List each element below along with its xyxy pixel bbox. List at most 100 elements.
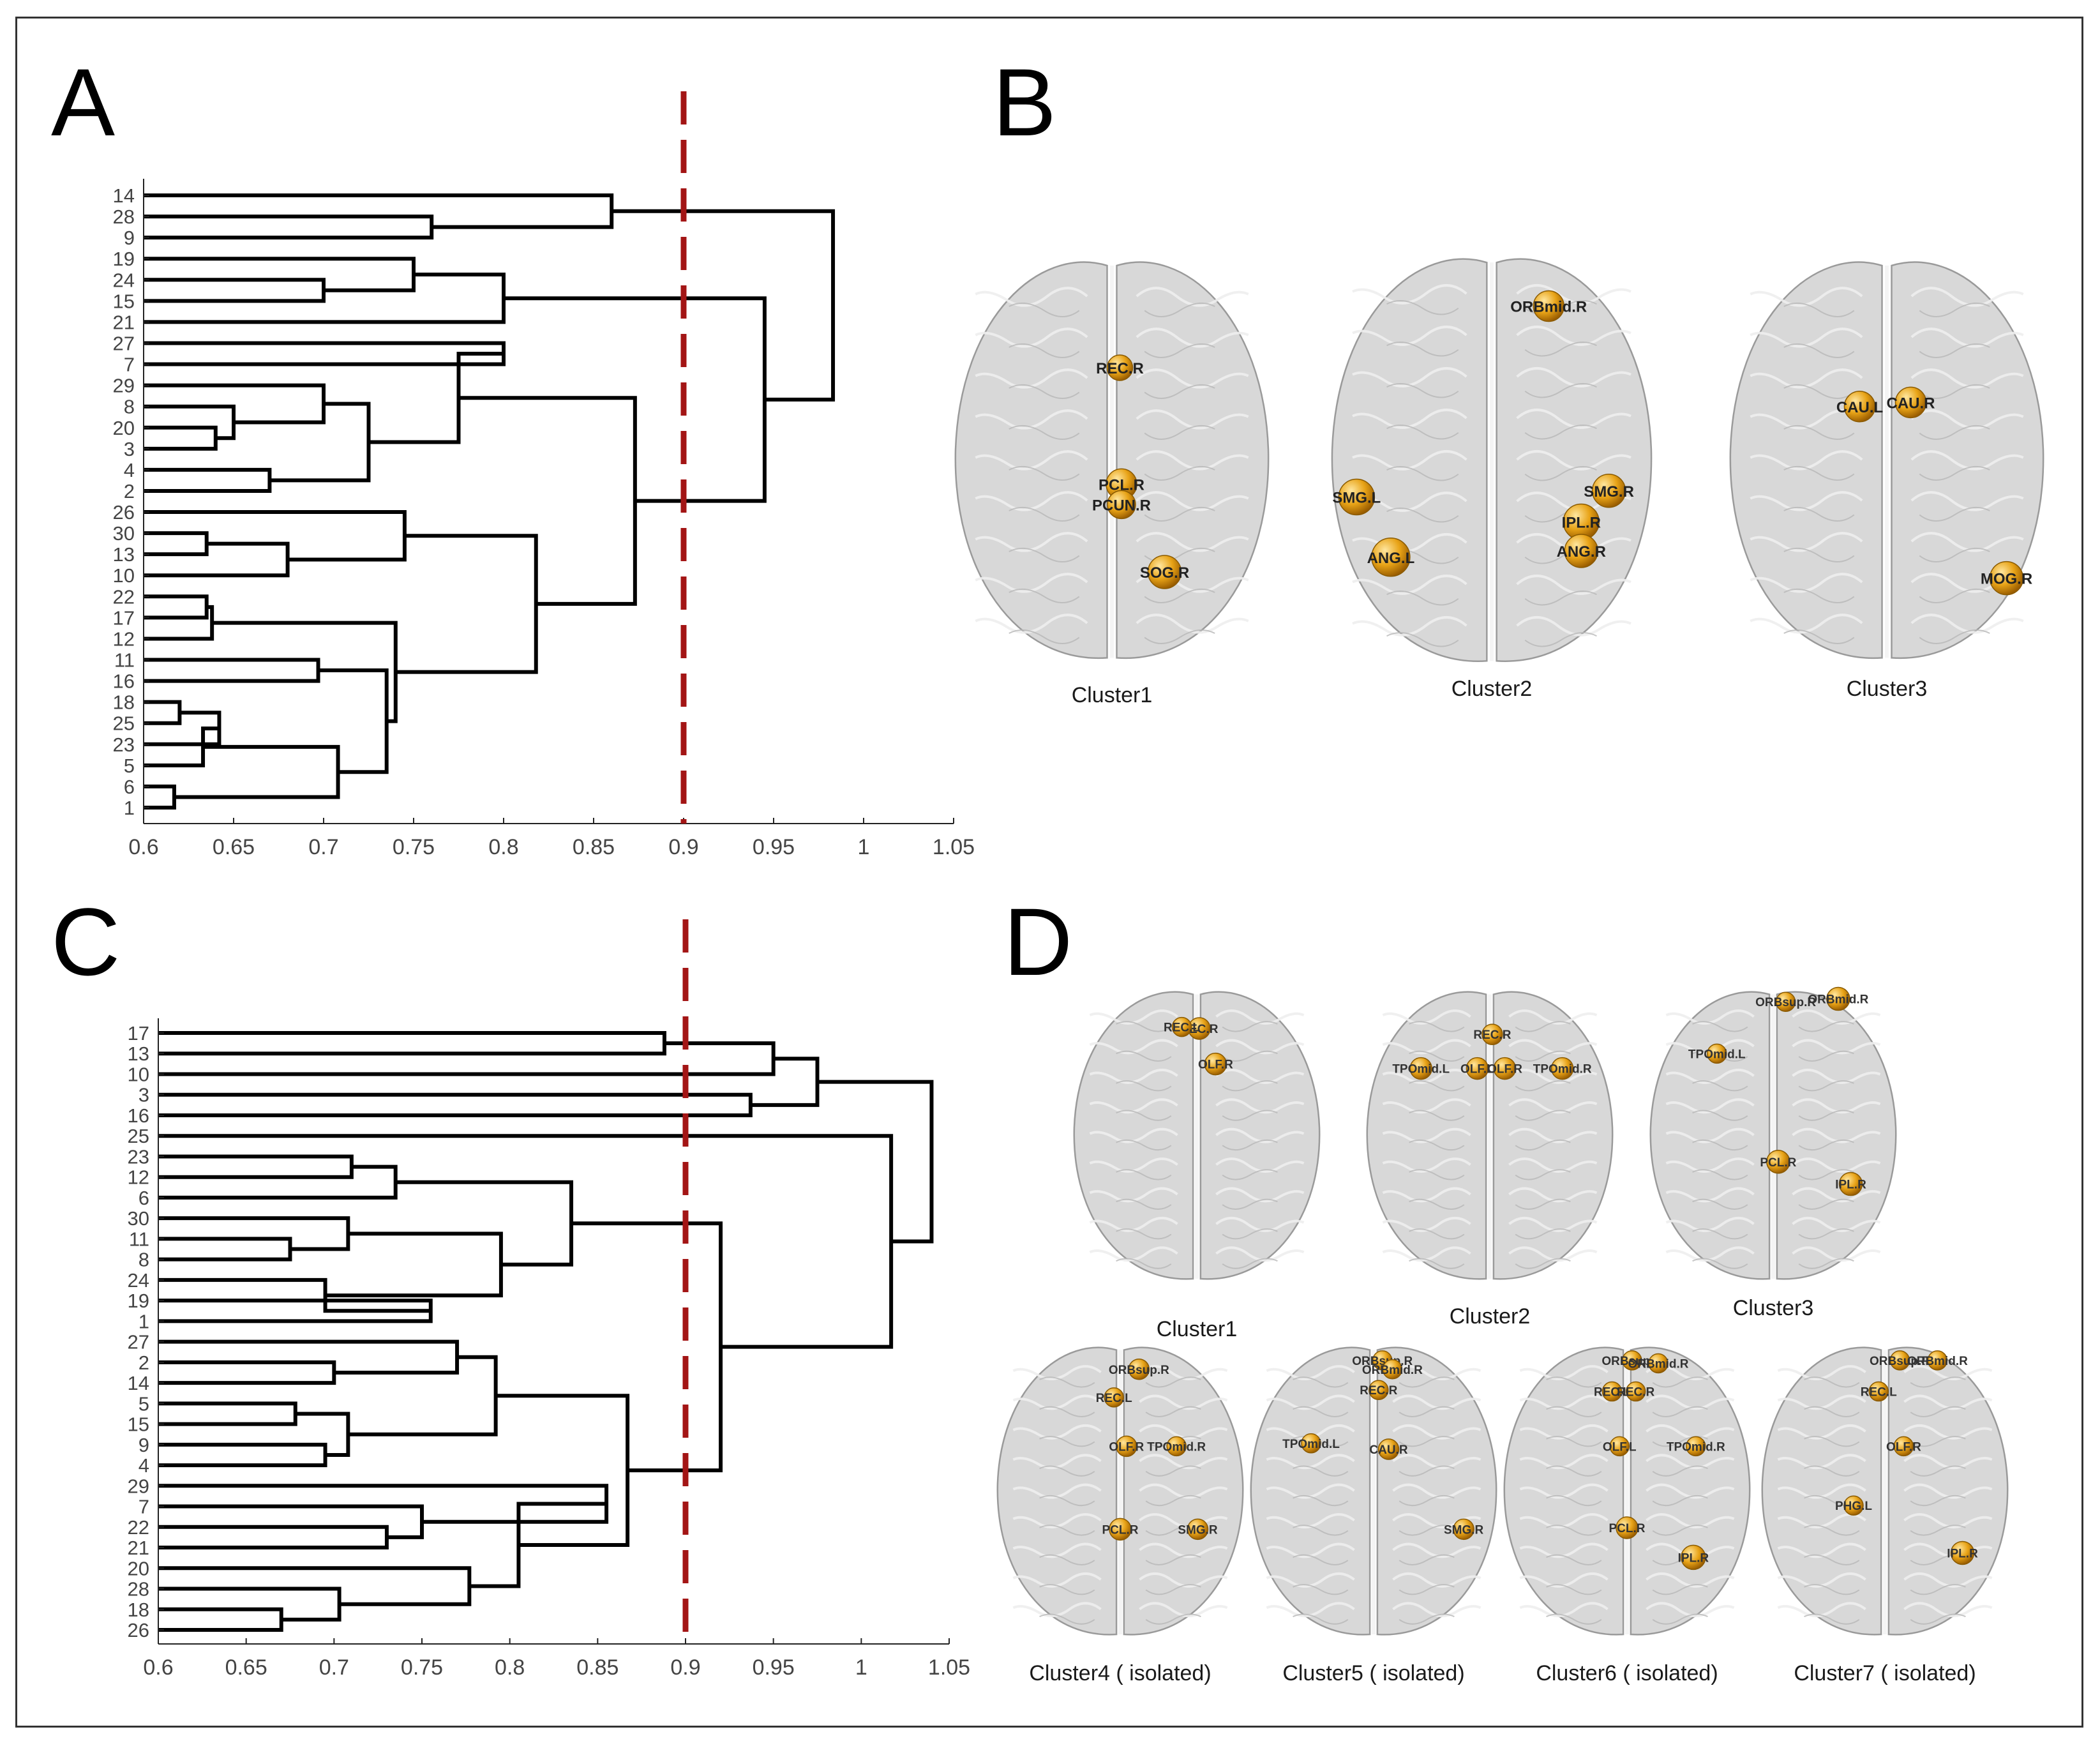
leaf-label: 23 — [128, 1145, 149, 1168]
leaf-label: 9 — [139, 1434, 149, 1456]
gyrus-highlight — [975, 532, 1088, 552]
gyrus-highlight — [1089, 1068, 1178, 1084]
leaf-label: 8 — [124, 396, 135, 418]
x-tick-label: 0.9 — [670, 1655, 700, 1680]
gyrus-highlight — [1750, 450, 1863, 471]
x-tick-label: 0.95 — [753, 1655, 795, 1680]
sulcus-line — [1692, 1169, 1748, 1180]
gyrus-highlight — [1777, 1483, 1866, 1499]
sulcus-line — [1783, 547, 1855, 562]
sulcus-line — [1409, 1258, 1465, 1269]
x-tick-label: 0.85 — [576, 1655, 619, 1680]
region-label: REC.L — [1861, 1386, 1897, 1399]
region-label: SOG.R — [1140, 564, 1189, 582]
gyrus-highlight — [1392, 1602, 1481, 1618]
sulcus-line — [1145, 1376, 1201, 1388]
gyrus-highlight — [1136, 532, 1249, 552]
gyrus-highlight — [1646, 1483, 1735, 1499]
region-label: TPOmid.R — [1147, 1440, 1206, 1454]
region-node — [1625, 1381, 1646, 1402]
sulcus-line — [1546, 1525, 1602, 1536]
region-label: REC.L — [1164, 1021, 1200, 1035]
sulcus-line — [1546, 1554, 1602, 1565]
gyrus-highlight — [1519, 1394, 1609, 1410]
leaf-label: 24 — [128, 1269, 149, 1292]
panel-label-b: B — [993, 49, 1057, 156]
gyrus-highlight — [1136, 287, 1249, 307]
gyrus-highlight — [1215, 1098, 1305, 1114]
region-label: OLF.R — [1886, 1440, 1921, 1454]
sulcus-line — [1145, 1406, 1201, 1417]
region-label: SMG.L — [1332, 490, 1381, 507]
sulcus-line — [1399, 1613, 1455, 1625]
sulcus-line — [1692, 1110, 1748, 1121]
sulcus-line — [1798, 1258, 1854, 1269]
gyrus-highlight — [1646, 1602, 1735, 1618]
sulcus-line — [1399, 1465, 1455, 1477]
leaf-label: 26 — [128, 1619, 149, 1641]
sulcus-line — [1919, 547, 1990, 562]
dendrogram-link — [469, 1502, 607, 1588]
gyrus-highlight — [1516, 575, 1631, 595]
leaf-label: 16 — [128, 1104, 149, 1127]
sulcus-line — [1144, 506, 1215, 522]
gyrus-highlight — [1665, 1157, 1755, 1173]
region-node — [1622, 1350, 1642, 1371]
leaf-label: 25 — [128, 1125, 149, 1147]
gyrus-highlight — [1139, 1572, 1228, 1588]
gyrus-highlight — [1392, 1513, 1481, 1528]
leaf-label: 5 — [124, 755, 135, 777]
x-tick-label: 0.65 — [213, 835, 255, 859]
sulcus-line — [1804, 1406, 1860, 1417]
gyrus-highlight — [1382, 1098, 1471, 1114]
leaf-label: 13 — [128, 1043, 149, 1065]
leaf-label: 1 — [124, 797, 135, 819]
x-tick-label: 1.05 — [933, 835, 975, 859]
region-node — [1107, 490, 1136, 520]
leaf-label: 30 — [113, 522, 135, 545]
sulcus-line — [1919, 629, 1990, 644]
region-node — [1893, 1436, 1914, 1457]
sulcus-line — [1804, 1613, 1860, 1625]
region-node — [1409, 1057, 1432, 1080]
gyrus-highlight — [1792, 1187, 1881, 1203]
sulcus-line — [1515, 1080, 1571, 1092]
region-label: TPOmid.L — [1392, 1063, 1450, 1076]
sulcus-line — [1399, 1436, 1455, 1447]
sulcus-line — [1515, 1021, 1571, 1032]
gyrus-highlight — [1910, 450, 2024, 471]
gyrus-highlight — [1516, 409, 1631, 429]
region-label: IPL.R — [1678, 1551, 1709, 1565]
sulcus-line — [1910, 1613, 1966, 1625]
gyrus-highlight — [1777, 1602, 1866, 1618]
sulcus-line — [1515, 1169, 1571, 1180]
sulcus-line — [1116, 1169, 1172, 1180]
sulcus-line — [1039, 1495, 1095, 1507]
cluster-caption: Cluster2 — [1451, 677, 1533, 701]
sulcus-line — [1144, 384, 1215, 399]
gyrus-highlight — [1508, 1039, 1598, 1055]
leaf-label: 13 — [113, 543, 135, 566]
gyrus-highlight — [1266, 1483, 1355, 1499]
sulcus-line — [1804, 1376, 1860, 1388]
gyrus-highlight — [1792, 1246, 1881, 1262]
gyrus-highlight — [1352, 284, 1467, 305]
leaf-label: 25 — [113, 712, 135, 735]
region-node — [1116, 1435, 1137, 1458]
gyrus-highlight — [1089, 1009, 1178, 1025]
region-label: ORBmid.R — [1362, 1364, 1423, 1377]
region-node — [1681, 1544, 1706, 1571]
sulcus-line — [1524, 342, 1597, 357]
sulcus-line — [1222, 1110, 1278, 1121]
region-node — [1533, 290, 1564, 322]
leaf-label: 17 — [128, 1022, 149, 1044]
left-hemisphere — [1331, 258, 1488, 662]
gyrus-highlight — [1777, 1454, 1866, 1470]
sulcus-line — [1515, 1139, 1571, 1151]
region-node — [1171, 1016, 1192, 1037]
region-node — [1775, 991, 1796, 1012]
sulcus-line — [1546, 1376, 1602, 1388]
sulcus-line — [1692, 1021, 1748, 1032]
